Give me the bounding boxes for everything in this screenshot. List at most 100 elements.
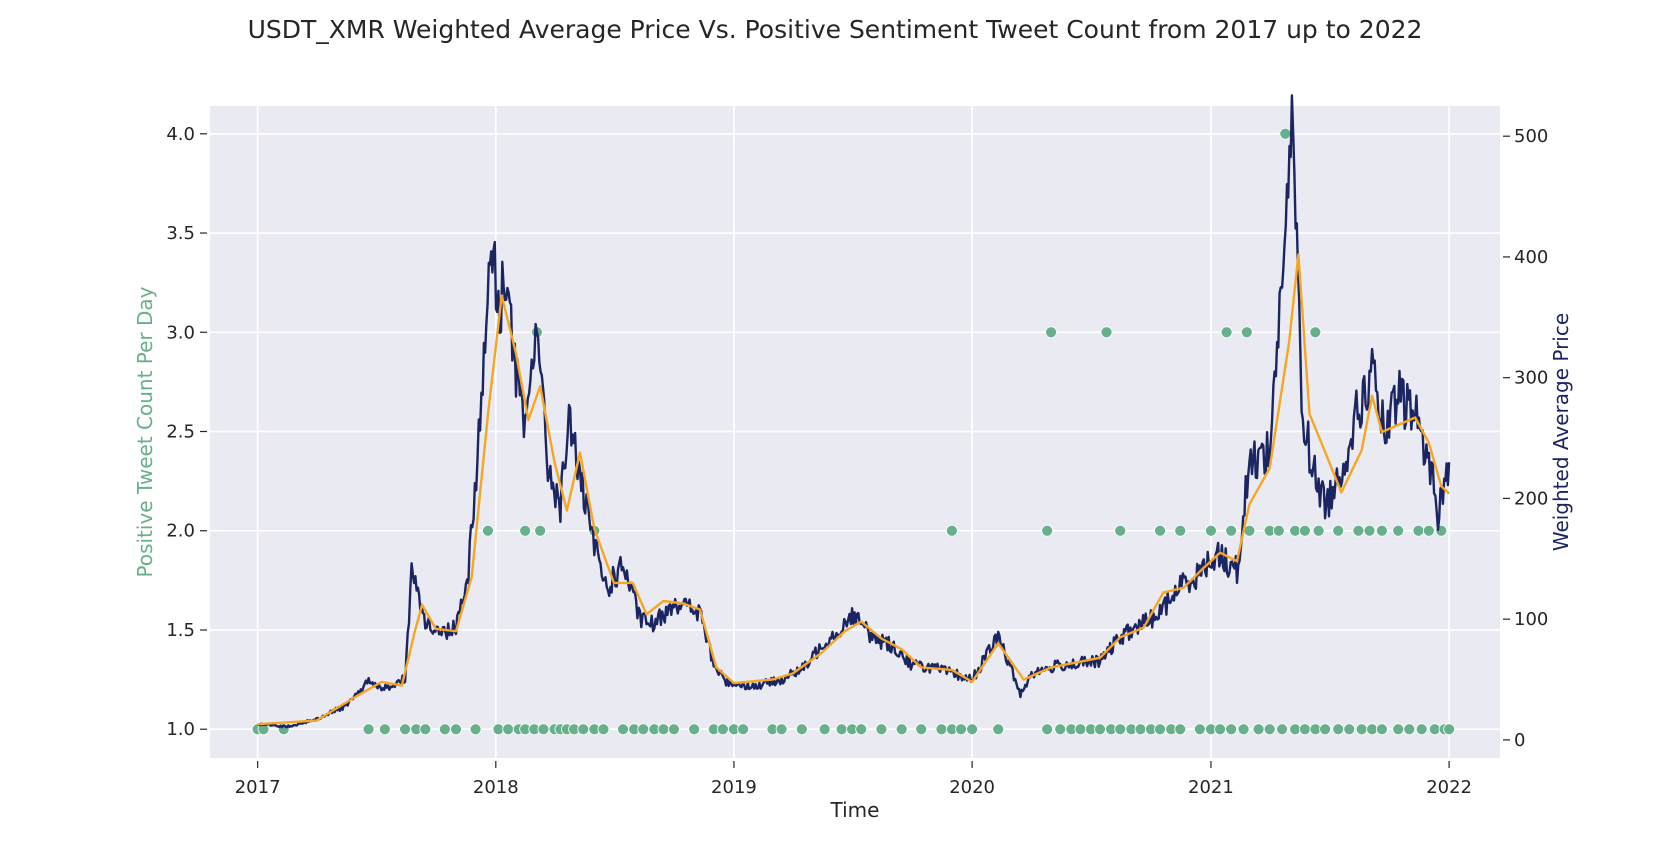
tweet-point <box>1428 723 1441 736</box>
tweet-point <box>1154 723 1166 736</box>
chart-title: USDT_XMR Weighted Average Price Vs. Posi… <box>248 15 1423 44</box>
tweet-point <box>1443 723 1456 736</box>
tweet-point <box>362 723 375 736</box>
tweet-point <box>1319 723 1332 736</box>
tweet-point <box>537 723 550 736</box>
tweet-point <box>1240 326 1253 339</box>
tweet-point <box>1332 723 1345 736</box>
right-y-axis: 0 100 200 300 400 500 <box>1503 126 1548 751</box>
price-line <box>257 94 1451 729</box>
tweet-point <box>439 723 451 736</box>
tweet-point <box>1375 524 1388 537</box>
tweet-point <box>1220 326 1233 339</box>
tweet-point <box>577 723 590 736</box>
right-tick-label: 500 <box>1514 126 1548 147</box>
tweet-point <box>668 723 680 736</box>
tweet-point <box>1299 723 1311 736</box>
tweet-point <box>1422 524 1435 537</box>
tweet-point <box>1375 723 1388 736</box>
tweet-point <box>915 723 928 736</box>
tweet-point <box>1363 524 1376 537</box>
left-tick-label: 3.0 <box>166 322 195 343</box>
tweet-point <box>1276 723 1288 736</box>
tweet-point <box>716 723 729 736</box>
tweet-point <box>1332 524 1345 537</box>
right-y-axis-label: Weighted Average Price <box>1549 313 1573 551</box>
tweet-point <box>1309 723 1322 736</box>
tweet-point <box>1225 723 1238 736</box>
tweet-point <box>419 723 432 736</box>
tweet-point <box>737 723 749 736</box>
tweet-point <box>1252 723 1265 736</box>
left-tick-label: 2.5 <box>166 422 195 443</box>
tweet-point <box>855 723 868 736</box>
tweet-point <box>637 723 650 736</box>
tweet-point <box>1094 723 1106 736</box>
tweet-point <box>1114 524 1127 537</box>
x-tick-label: 2019 <box>711 777 757 798</box>
tweet-point <box>502 723 515 736</box>
tweet-point <box>1205 524 1217 537</box>
tweet-point <box>1352 524 1365 537</box>
tweet-point <box>492 723 505 736</box>
x-axis: 2017 2018 2019 2020 2021 2022 <box>235 761 1472 798</box>
tweet-point <box>818 723 831 736</box>
tweet-point <box>1312 524 1325 537</box>
tweet-point <box>795 723 808 736</box>
left-tick-label: 4.0 <box>166 124 195 145</box>
tweet-point <box>1054 723 1067 736</box>
tweet-point <box>875 723 888 736</box>
x-tick-label: 2017 <box>235 777 281 798</box>
tweet-point <box>519 524 532 537</box>
tweet-point <box>1263 723 1276 736</box>
tweet-point <box>657 723 670 736</box>
tweet-point <box>1154 524 1166 537</box>
tweet-count-points <box>251 127 1456 736</box>
tweet-point <box>1225 524 1238 537</box>
tweet-point <box>1412 524 1425 537</box>
right-tick-label: 200 <box>1514 488 1548 509</box>
right-tick-label: 300 <box>1514 368 1548 389</box>
left-tick-label: 1.5 <box>166 620 195 641</box>
tweet-point <box>688 723 701 736</box>
tweet-point <box>1343 723 1356 736</box>
right-tick-label: 400 <box>1514 247 1548 268</box>
right-tick-label: 0 <box>1514 730 1525 751</box>
tweet-point <box>1392 723 1405 736</box>
x-tick-label: 2020 <box>949 777 995 798</box>
tweet-point <box>835 723 848 736</box>
tweet-point <box>1100 326 1113 339</box>
tweet-point <box>945 524 958 537</box>
tweet-point <box>1279 127 1292 140</box>
tweet-point <box>617 723 629 736</box>
tweet-point <box>992 723 1005 736</box>
tweet-point <box>775 723 788 736</box>
left-tick-label: 3.5 <box>166 223 195 244</box>
tweet-point <box>1174 524 1187 537</box>
right-tick-label: 100 <box>1514 609 1548 630</box>
x-tick-label: 2022 <box>1426 777 1472 798</box>
tweet-point <box>482 524 494 537</box>
tweet-point <box>399 723 411 736</box>
tweet-point <box>1237 723 1250 736</box>
tweet-point <box>1366 723 1379 736</box>
tweet-point <box>1134 723 1147 736</box>
x-tick-label: 2021 <box>1188 777 1234 798</box>
tweet-point <box>1299 524 1311 537</box>
tweet-point <box>1045 326 1057 339</box>
tweet-point <box>1392 524 1405 537</box>
x-axis-label: Time <box>830 798 880 822</box>
tweet-point <box>1309 326 1322 339</box>
tweet-point <box>1289 723 1302 736</box>
tweet-point <box>1114 723 1127 736</box>
tweet-point <box>534 524 547 537</box>
tweet-point <box>1272 524 1285 537</box>
left-tick-label: 2.0 <box>166 521 195 542</box>
tweet-point <box>378 723 391 736</box>
rolling-average-line <box>257 253 1450 726</box>
left-tick-label: 1.0 <box>166 719 195 740</box>
tweet-point <box>955 723 967 736</box>
tweet-point <box>1193 723 1206 736</box>
tweet-point <box>1214 723 1226 736</box>
tweet-point <box>1174 723 1187 736</box>
